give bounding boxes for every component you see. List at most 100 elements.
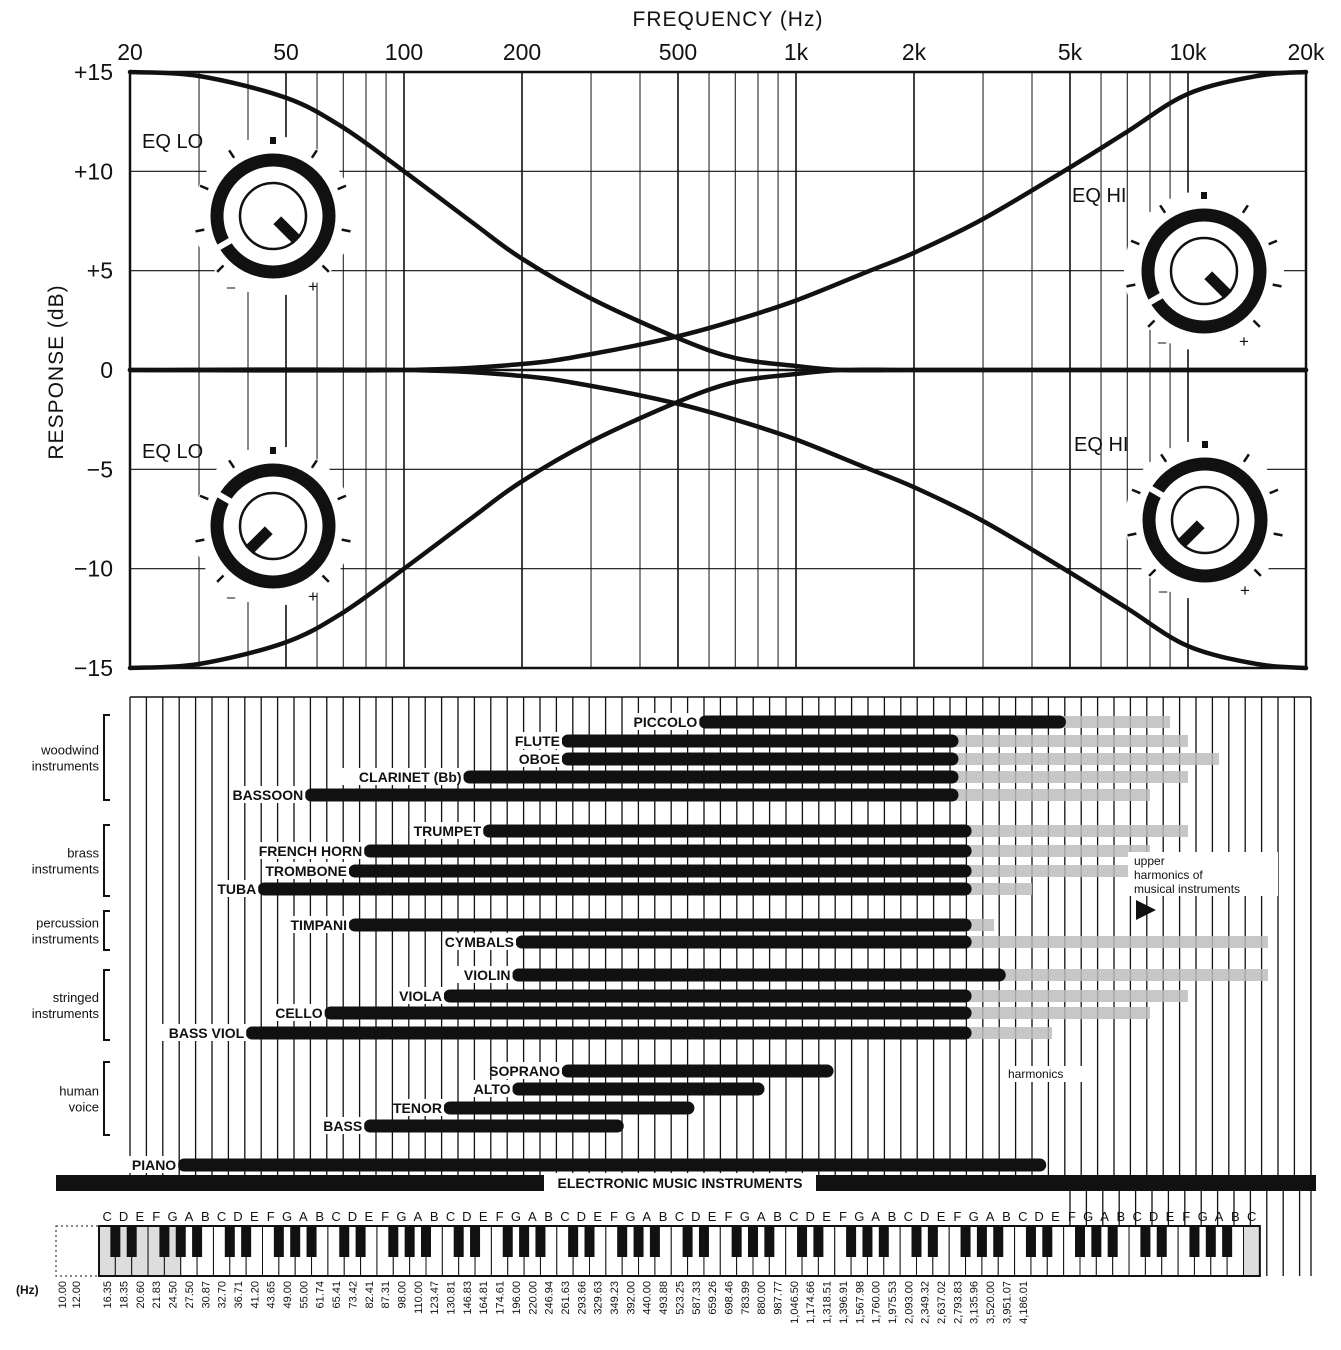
note-name: E [250,1209,259,1224]
note-name: G [1198,1209,1208,1224]
instrument-label: FLUTE [515,733,560,749]
harmonics-bar [965,883,1033,895]
note-frequency: 18.35 [119,1281,131,1309]
knob-tick [1272,283,1282,288]
note-frequency: 24.50 [168,1281,180,1309]
note-name: B [659,1209,668,1224]
knob-tick [216,574,225,583]
harmonics-bar [965,845,1151,857]
eq-response-curves [127,69,1309,671]
note-name: G [282,1209,292,1224]
note-name: F [267,1209,275,1224]
instrument-label: TUBA [217,881,256,897]
note-frequency: 987.77 [773,1281,785,1315]
note-name: B [315,1209,324,1224]
knob-tick [1160,453,1168,463]
group-bracket [103,910,110,951]
note-frequency: 1,760.00 [871,1281,883,1324]
black-key [502,1226,513,1257]
black-key [1205,1226,1216,1257]
note-name: C [446,1209,455,1224]
note-name: A [1100,1209,1109,1224]
note-frequency: 392.00 [625,1281,637,1315]
harmonics-bar [965,1007,1151,1019]
knob-label: EQ LO [142,441,203,463]
instrument-groups: woodwindinstrumentsbrassinstrumentspercu… [32,714,110,1136]
black-key [797,1226,808,1257]
note-frequency: 1,396.91 [838,1281,850,1324]
black-key [1107,1226,1118,1257]
knob-tick [310,149,318,159]
black-key [306,1226,317,1257]
black-key [1075,1226,1085,1257]
instrument-label: CYMBALS [445,934,514,950]
note-frequency: 73.42 [347,1281,359,1309]
note-name: C [102,1209,111,1224]
harmonics-bar [1059,716,1171,728]
label-background [274,1004,325,1021]
black-key [584,1226,595,1257]
note-frequency: 12.00 [71,1281,83,1309]
note-name: E [1166,1209,1175,1224]
group-label-line: instruments [32,759,100,774]
eq-knob: EQ LO – + [142,131,353,296]
response-curve-2 [127,367,1309,671]
instrument-label: VIOLA [399,988,442,1004]
knob-pointer [1204,271,1232,299]
knob-notch [214,236,235,252]
harmonics-bar [951,753,1220,765]
x-tick-label: 10k [1169,39,1207,65]
note-name: F [1182,1209,1190,1224]
note-name: C [331,1209,340,1224]
knob-pointer [273,216,301,244]
label-background [271,862,350,879]
knob-plus-label: + [308,277,318,296]
black-key [404,1226,415,1257]
knob-tick [341,228,351,233]
note-frequency: 293.66 [576,1281,588,1315]
note-name: B [773,1209,782,1224]
knob-tick [1269,488,1279,495]
note-frequency: 61.74 [315,1281,327,1309]
knob-tick [228,149,236,159]
note-name: F [724,1209,732,1224]
frequency-tick-labels: 20 50 100 200 500 1k 2k 5k 10k 20k [117,39,1325,65]
note-name: A [299,1209,308,1224]
knob-tick [1130,239,1140,246]
note-name: C [217,1209,226,1224]
note-frequency: 1,046.50 [789,1281,801,1324]
note-frequency: 698.46 [724,1281,736,1315]
knob-minus-label: – [1158,334,1167,351]
note-name: G [396,1209,406,1224]
note-name: D [920,1209,929,1224]
instrument-label: SOPRANO [489,1063,560,1079]
black-key [175,1226,186,1257]
keyboard-extension [55,1225,100,1277]
group-label-line: stringed [53,990,99,1005]
note-name: D [691,1209,700,1224]
note-frequency: 36.71 [233,1281,245,1309]
knob-pointer [245,526,273,554]
black-key [273,1226,284,1257]
note-frequency: 146.83 [462,1281,474,1315]
group-label-line: brass [67,846,99,861]
note-frequency: 65.41 [331,1281,343,1309]
knob-tick [1148,568,1157,577]
note-name: E [364,1209,373,1224]
black-key [682,1226,693,1257]
black-key [126,1226,137,1257]
note-frequency: 261.63 [560,1281,572,1315]
black-key [568,1226,579,1257]
note-frequency: 196.00 [511,1281,523,1315]
note-name: G [168,1209,178,1224]
note-name: E [822,1209,831,1224]
knob-tick [1252,319,1261,328]
knob-tick [310,459,318,469]
note-name: B [201,1209,210,1224]
note-name: C [560,1209,569,1224]
note-frequency: 164.81 [478,1281,490,1315]
note-name: C [789,1209,798,1224]
note-frequency: 2,093.00 [903,1281,915,1324]
